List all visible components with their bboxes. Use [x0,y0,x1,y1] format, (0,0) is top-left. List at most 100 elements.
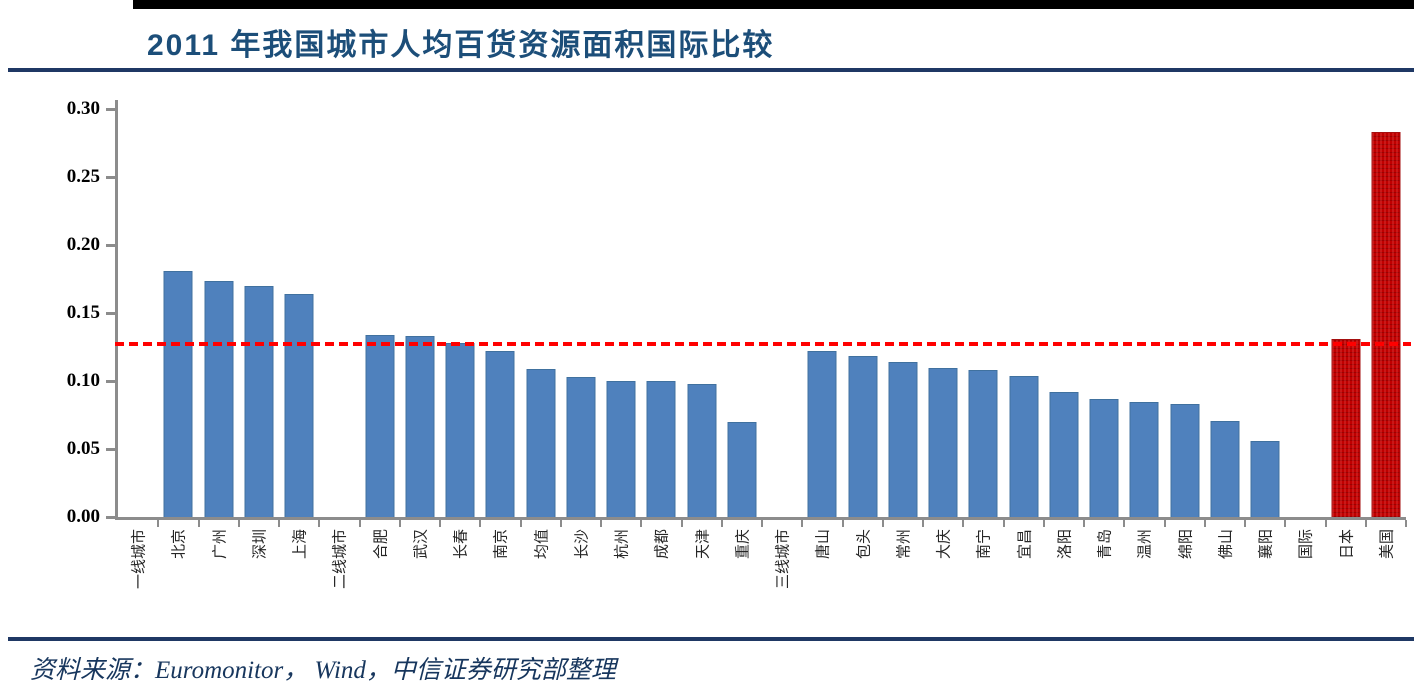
x-label-slot: 成都 [641,524,681,624]
x-label-slot: 日本 [1326,524,1366,624]
bar-slot [802,100,844,527]
x-axis-tick [157,520,160,527]
x-label-slot: 三线城市 [762,524,802,624]
bar-slot [1084,100,1126,527]
x-label-slot: 唐山 [802,524,842,624]
x-axis-label: 洛阳 [1056,529,1074,560]
bar-slot [1004,100,1045,527]
x-axis-tick [1123,520,1126,527]
bar [606,381,636,517]
bar [163,271,193,517]
x-axis-label: 佛山 [1217,529,1235,560]
x-axis-tick [1002,520,1005,527]
x-label-slot: 北京 [158,524,198,624]
x-axis-tick [761,520,763,527]
x-axis-label: 襄阳 [1257,529,1275,560]
x-label-slot: 温州 [1124,524,1164,624]
bar-slot [1124,100,1166,527]
x-label-slot: 美国 [1366,524,1406,624]
bar [1089,399,1119,517]
bar [284,294,314,517]
x-axis-label: 深圳 [251,529,269,560]
x-axis-label: 宜昌 [1016,529,1034,560]
bar-slot [360,100,401,527]
x-label-slot: 上海 [279,524,319,624]
bar [848,355,878,517]
x-axis-label: 南宁 [975,529,993,560]
bar-slot [1285,100,1327,527]
bar-slot [843,100,884,527]
x-axis-label: 长沙 [573,529,591,560]
x-axis-tick [922,520,924,527]
x-axis-tick [479,520,482,527]
bar [968,370,998,517]
bar [928,367,958,517]
bar-slot [199,100,240,527]
chart-title: 2011 年我国城市人均百货资源面积国际比较 [147,29,775,62]
x-axis-tick [197,520,200,527]
bar-slot [682,100,723,527]
x-label-slot: 宜昌 [1004,524,1044,624]
x-axis-label: 合肥 [372,529,390,560]
x-label-slot: 杭州 [601,524,641,624]
x-label-slot: 二线城市 [319,524,359,624]
bar-slot [480,100,522,527]
y-axis-tick [106,176,115,179]
bar [1331,339,1361,517]
x-axis-tick [1364,520,1367,527]
bar-slot [521,100,562,527]
y-axis-label: 0.30 [66,98,100,119]
x-label-slot: 重庆 [722,524,762,624]
x-label-slot: 绵阳 [1165,524,1205,624]
x-label-slot: 深圳 [239,524,279,624]
bar-slot [158,100,200,527]
bars-row [118,100,1407,527]
x-label-slot: 包头 [843,524,883,624]
x-label-slot: 武汉 [400,524,440,624]
x-axis-tick [1284,520,1287,527]
x-axis-tick [1405,520,1407,527]
x-axis-label: 广州 [211,529,229,560]
y-axis-tick [106,448,115,451]
bar [1129,401,1159,517]
bar-slot [641,100,683,527]
x-axis-tick [1244,520,1246,527]
bar [365,335,395,517]
x-axis-label: 重庆 [734,529,752,560]
bar-slot [601,100,643,527]
bar [405,336,435,517]
x-axis-tick [841,520,844,527]
source-note: 资料来源：Euromonitor， Wind，中信证券研究部整理 [30,657,616,684]
x-axis-label: 常州 [895,529,913,560]
bar [1009,375,1039,517]
y-axis-label: 0.25 [66,166,100,187]
plot-area [115,100,1407,527]
x-label-slot: 青岛 [1084,524,1124,624]
x-axis-tick [318,520,321,527]
x-axis-label: 包头 [855,529,873,560]
bar [1371,132,1401,517]
bar [485,351,515,517]
y-axis-label: 0.00 [66,506,100,527]
x-axis-label: 武汉 [412,529,430,560]
x-axis-label: 成都 [653,529,671,560]
x-axis-label: 二线城市 [331,529,349,590]
x-label-slot: 均值 [521,524,561,624]
bar-slot [118,100,160,527]
bar-slot [1245,100,1287,527]
bar-slot [1326,100,1367,527]
x-axis-label: 长春 [452,529,470,560]
x-label-slot: 常州 [883,524,923,624]
bar-slot [400,100,441,527]
bar-slot [762,100,804,527]
bar-slot [440,100,482,527]
y-axis-tick [106,244,115,247]
bar [526,369,556,517]
x-axis-tick [801,520,804,527]
x-label-slot: 长春 [440,524,480,624]
x-axis-tick [237,520,240,527]
bar-slot [239,100,280,527]
x-axis-tick [519,520,522,527]
